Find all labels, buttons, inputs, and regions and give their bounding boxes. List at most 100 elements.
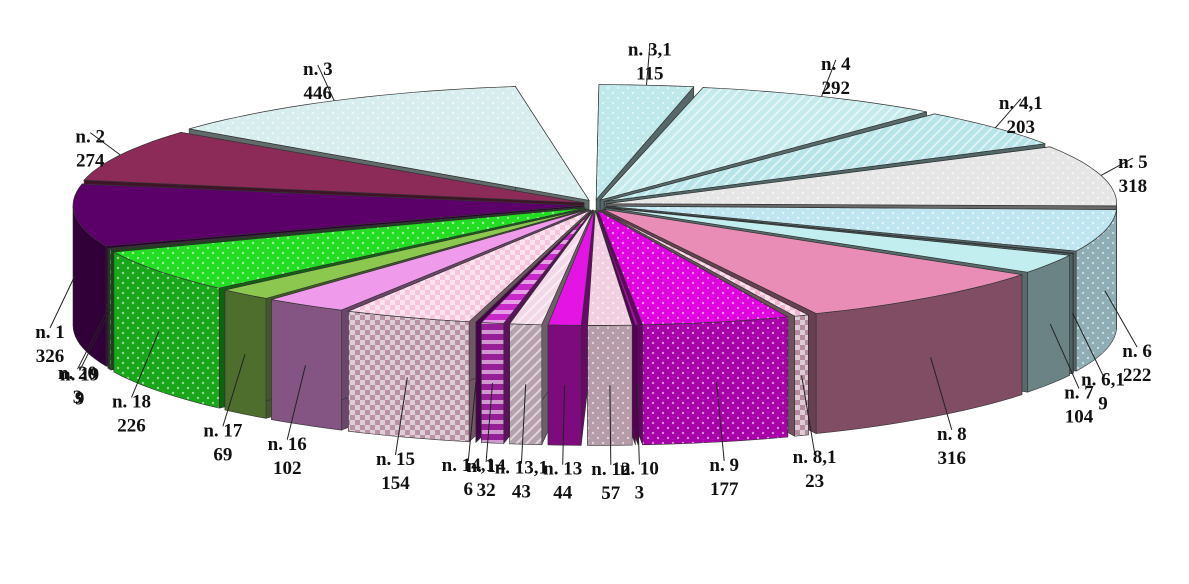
leader-line <box>317 64 335 101</box>
slice-label-value: 177 <box>710 479 739 500</box>
leader-line <box>485 383 493 463</box>
slice-label-name: n. 18 <box>112 392 151 413</box>
leader-line <box>1072 313 1104 376</box>
slice-label-name: n. 13,1 <box>495 458 548 479</box>
slice-label-name: n. 14,1 <box>442 455 495 476</box>
leader-line <box>716 382 725 461</box>
slice-label-name: n. 8 <box>937 424 967 445</box>
leader-line <box>467 382 477 462</box>
slice-side <box>642 316 789 446</box>
leader-line <box>995 98 1022 129</box>
slice-label-value: 69 <box>213 444 232 465</box>
slice-label-value: 104 <box>1065 406 1094 427</box>
slice-top <box>224 208 588 299</box>
slice-side <box>547 324 582 446</box>
slice-label-value: 316 <box>938 448 967 469</box>
slice-label-name: n. 6,1 <box>1081 369 1125 390</box>
slice-side <box>794 314 809 437</box>
slice-label-value: 222 <box>1123 365 1152 386</box>
slice-label-name: n. 4 <box>821 54 851 75</box>
slice-label-value: 326 <box>36 346 65 367</box>
leader-line <box>646 45 651 86</box>
leader-line <box>821 59 837 97</box>
slice-top <box>605 206 1075 255</box>
slice-top <box>108 206 584 251</box>
slice-label-value: 32 <box>477 480 496 501</box>
leader-line <box>1100 157 1134 176</box>
slice-label-value: 3 <box>73 387 83 408</box>
leader-line <box>609 385 612 465</box>
slice-side <box>1027 254 1070 393</box>
leader-line <box>49 275 76 329</box>
slice-label-name: n. 9 <box>709 455 739 476</box>
slice-label-name: n. 14 <box>467 456 507 477</box>
slice-label-name: n. 16 <box>268 434 307 455</box>
slice-label-value: 292 <box>822 78 851 99</box>
slice-label-value: 226 <box>117 416 146 437</box>
slice-top <box>587 210 633 326</box>
slice-label-name: n. 19 <box>60 365 99 386</box>
slice-label-value: 3 <box>635 483 645 504</box>
slice-label-value: 102 <box>273 458 302 479</box>
leader-line <box>77 308 109 370</box>
slice-top <box>599 87 927 201</box>
slice-label-value: 318 <box>1119 176 1148 197</box>
slice-top <box>271 209 589 311</box>
slice-label-name: n. 20 <box>58 363 97 384</box>
slice-label-name: n. 3,1 <box>628 40 672 61</box>
slice-top <box>605 207 1071 273</box>
slice-top <box>597 209 789 326</box>
slice-side <box>348 310 470 443</box>
slice-top <box>602 208 1023 314</box>
leader-line <box>286 365 306 440</box>
leader-line <box>131 331 160 398</box>
leader-line <box>636 384 640 465</box>
slice-label-name: n. 13 <box>543 459 582 480</box>
slice-n-12 <box>587 210 633 446</box>
slice-top <box>595 210 639 326</box>
slice-label-name: n. 7 <box>1064 382 1094 403</box>
slice-label-value: 9 <box>75 389 85 410</box>
slice-side <box>481 322 505 444</box>
slice-label-name: n. 6 <box>1122 341 1152 362</box>
slice-label-value: 57 <box>601 483 621 504</box>
slice-label-value: 6 <box>464 479 474 500</box>
leader-line <box>222 354 246 427</box>
slice-label-name: n. 17 <box>203 420 243 441</box>
leader-line <box>801 375 816 453</box>
slice-top <box>72 183 584 247</box>
slice-top <box>480 210 593 324</box>
slice-n-9 <box>597 209 789 446</box>
slice-top <box>599 209 810 317</box>
slice-label-name: n. 8,1 <box>793 447 837 468</box>
leader-line <box>395 377 408 456</box>
slice-label-name: n. 1 <box>35 322 65 343</box>
slice-top <box>347 209 591 323</box>
leader-line <box>1049 323 1080 389</box>
slice-label-name: n. 10 <box>620 459 659 480</box>
leader-line <box>520 384 527 464</box>
slice-label-value: 274 <box>76 151 105 172</box>
slice-side <box>509 323 543 446</box>
slice-label-value: 446 <box>304 83 333 104</box>
slice-side <box>271 299 342 431</box>
slice-top <box>509 210 594 326</box>
slice-label-name: n. 3 <box>303 59 333 80</box>
leader-line <box>89 132 121 156</box>
slice-label-value: 23 <box>805 471 824 492</box>
slice-label-value: 154 <box>381 473 410 494</box>
slice-label-name: n. 12 <box>591 459 630 480</box>
slice-label-value: 44 <box>553 483 573 504</box>
slice-label-value: 203 <box>1007 117 1036 138</box>
slice-label-name: n. 4,1 <box>999 93 1043 114</box>
leader-line <box>1104 290 1138 348</box>
leader-line <box>79 309 111 371</box>
leader-line <box>562 385 566 465</box>
slice-label-value: 9 <box>1098 393 1108 414</box>
leader-line <box>930 357 953 431</box>
slice-label-value: 115 <box>636 64 663 85</box>
slice-label-name: n. 5 <box>1118 152 1148 173</box>
slices-layer <box>72 84 1117 446</box>
slice-top <box>474 210 593 323</box>
